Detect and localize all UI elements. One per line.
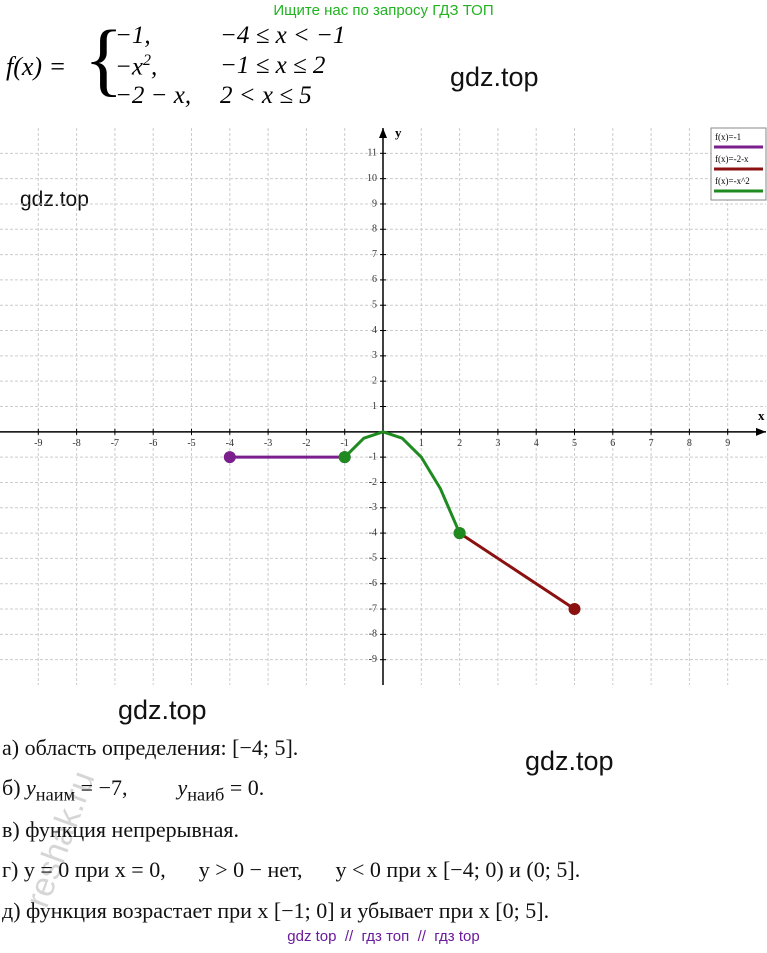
x-tick-label: 3 — [495, 438, 500, 449]
y-tick-label: -6 — [369, 578, 377, 589]
text: наим — [35, 784, 76, 805]
y-tick-label: 2 — [372, 375, 377, 386]
watermark: gdz.top — [525, 746, 614, 776]
x-tick-label: 1 — [419, 438, 424, 449]
y-tick-label: 4 — [372, 325, 377, 336]
y-tick-label: 3 — [372, 350, 377, 361]
text: б) — [2, 775, 21, 800]
answer-c: в) функция непрерывная. — [2, 817, 239, 842]
endpoint — [453, 527, 466, 540]
legend-label: f(x)=-x^2 — [715, 176, 750, 186]
y-tick-label: -7 — [369, 603, 377, 614]
series-line — [458, 531, 576, 611]
brace: { — [84, 13, 124, 104]
series-line — [343, 430, 461, 534]
legend-label: f(x)=-1 — [715, 132, 741, 142]
formula-part: −1 ≤ x ≤ 2 — [220, 52, 326, 79]
x-tick-label: -3 — [264, 438, 272, 449]
formula-part: −2 − x, — [115, 82, 192, 109]
answer-d: г) y = 0 при x = 0, y > 0 − нет, y < 0 п… — [2, 857, 581, 882]
x-tick-label: -9 — [34, 438, 42, 449]
x-tick-label: 8 — [687, 438, 692, 449]
banner: Ищите нас по запросу ГДЗ ТОП — [273, 2, 494, 19]
x-tick-label: -7 — [111, 438, 119, 449]
formula-lhs: f(x) = — [6, 52, 67, 81]
y-tick-label: -1 — [369, 451, 377, 462]
graph: -9 -8 -7 -6 -5 -4 -3 -2 -1 1 2 3 4 5 6 7 8 9 -9 -8 -7 -6 -5 -4 -… — [0, 125, 767, 685]
x-tick-label: 6 — [610, 438, 615, 449]
y-tick-label: 5 — [372, 300, 377, 311]
text: = 0. — [229, 775, 265, 800]
y-tick-label: 10 — [367, 173, 377, 184]
formula-rows: −1, −4 ≤ x < −1 −x2, −1 ≤ x ≤ 2 −2 − x, 2 < x… — [115, 22, 345, 112]
formula-part: , — [150, 53, 158, 81]
arrow — [379, 128, 387, 138]
formula-part: −1, — [115, 22, 151, 49]
formula-part: 2 — [142, 52, 151, 69]
x-tick-label: -2 — [302, 438, 310, 449]
x-tick-label: 4 — [534, 438, 539, 449]
x-tick-label: 9 — [725, 438, 730, 449]
text: y — [26, 775, 36, 800]
y-tick-label: -3 — [369, 502, 377, 513]
y-tick-label: -8 — [369, 629, 377, 640]
text: = −7, — [80, 775, 128, 800]
legend-box — [710, 127, 767, 201]
endpoint — [223, 451, 236, 464]
y-tick-label: -9 — [369, 654, 377, 665]
watermark: gdz.top — [118, 695, 207, 725]
y-tick-label: 11 — [367, 148, 377, 159]
x-tick-label: -4 — [226, 438, 234, 449]
answer-a: а) область определения: [−4; 5]. — [2, 735, 299, 760]
text: y — [177, 775, 188, 800]
answer-e: д) функция возрастает при x [−1; 0] и уб… — [2, 898, 550, 923]
watermark: gdz.top — [450, 62, 539, 92]
legend-label: f(x)=-2-x — [715, 154, 749, 164]
y-tick-label: 9 — [372, 198, 377, 209]
x-tick-label: 7 — [649, 438, 654, 449]
x-tick-label: 2 — [457, 438, 462, 449]
formula-part: 2 < x ≤ 5 — [220, 82, 312, 109]
text: наиб — [187, 784, 225, 805]
answer-b: б) yнаим = −7, yнаиб = 0. — [2, 775, 264, 805]
x-tick-label: -1 — [341, 438, 349, 449]
x-tick-label: -5 — [187, 438, 195, 449]
y-tick-label: 6 — [372, 274, 377, 285]
footer: gdz top // гдз топ // гдз top — [287, 928, 480, 945]
y-tick-label: -2 — [369, 477, 377, 488]
formula-row: −1, −4 ≤ x < −1 — [115, 22, 345, 52]
x-tick-label: -8 — [72, 438, 80, 449]
formula-row: −2 − x, 2 < x ≤ 5 — [115, 82, 345, 112]
y-tick-label: 1 — [372, 401, 377, 412]
y-tick-label: 8 — [372, 224, 377, 235]
x-axis-label: x — [758, 408, 765, 423]
y-tick-label: -4 — [369, 527, 377, 538]
endpoint — [338, 451, 351, 464]
endpoint — [568, 603, 581, 616]
arrow — [756, 427, 766, 436]
formula-row: −x2, −1 ≤ x ≤ 2 — [115, 52, 345, 82]
y-axis-label: y — [395, 125, 402, 140]
y-tick-label: -5 — [369, 553, 377, 564]
x-tick-label: -6 — [149, 438, 157, 449]
x-tick-label: 5 — [572, 438, 577, 449]
y-tick-label: 7 — [372, 249, 377, 260]
watermark: gdz.top — [20, 188, 89, 211]
formula-part: −4 ≤ x < −1 — [220, 22, 346, 49]
formula-part: −x — [115, 53, 143, 81]
